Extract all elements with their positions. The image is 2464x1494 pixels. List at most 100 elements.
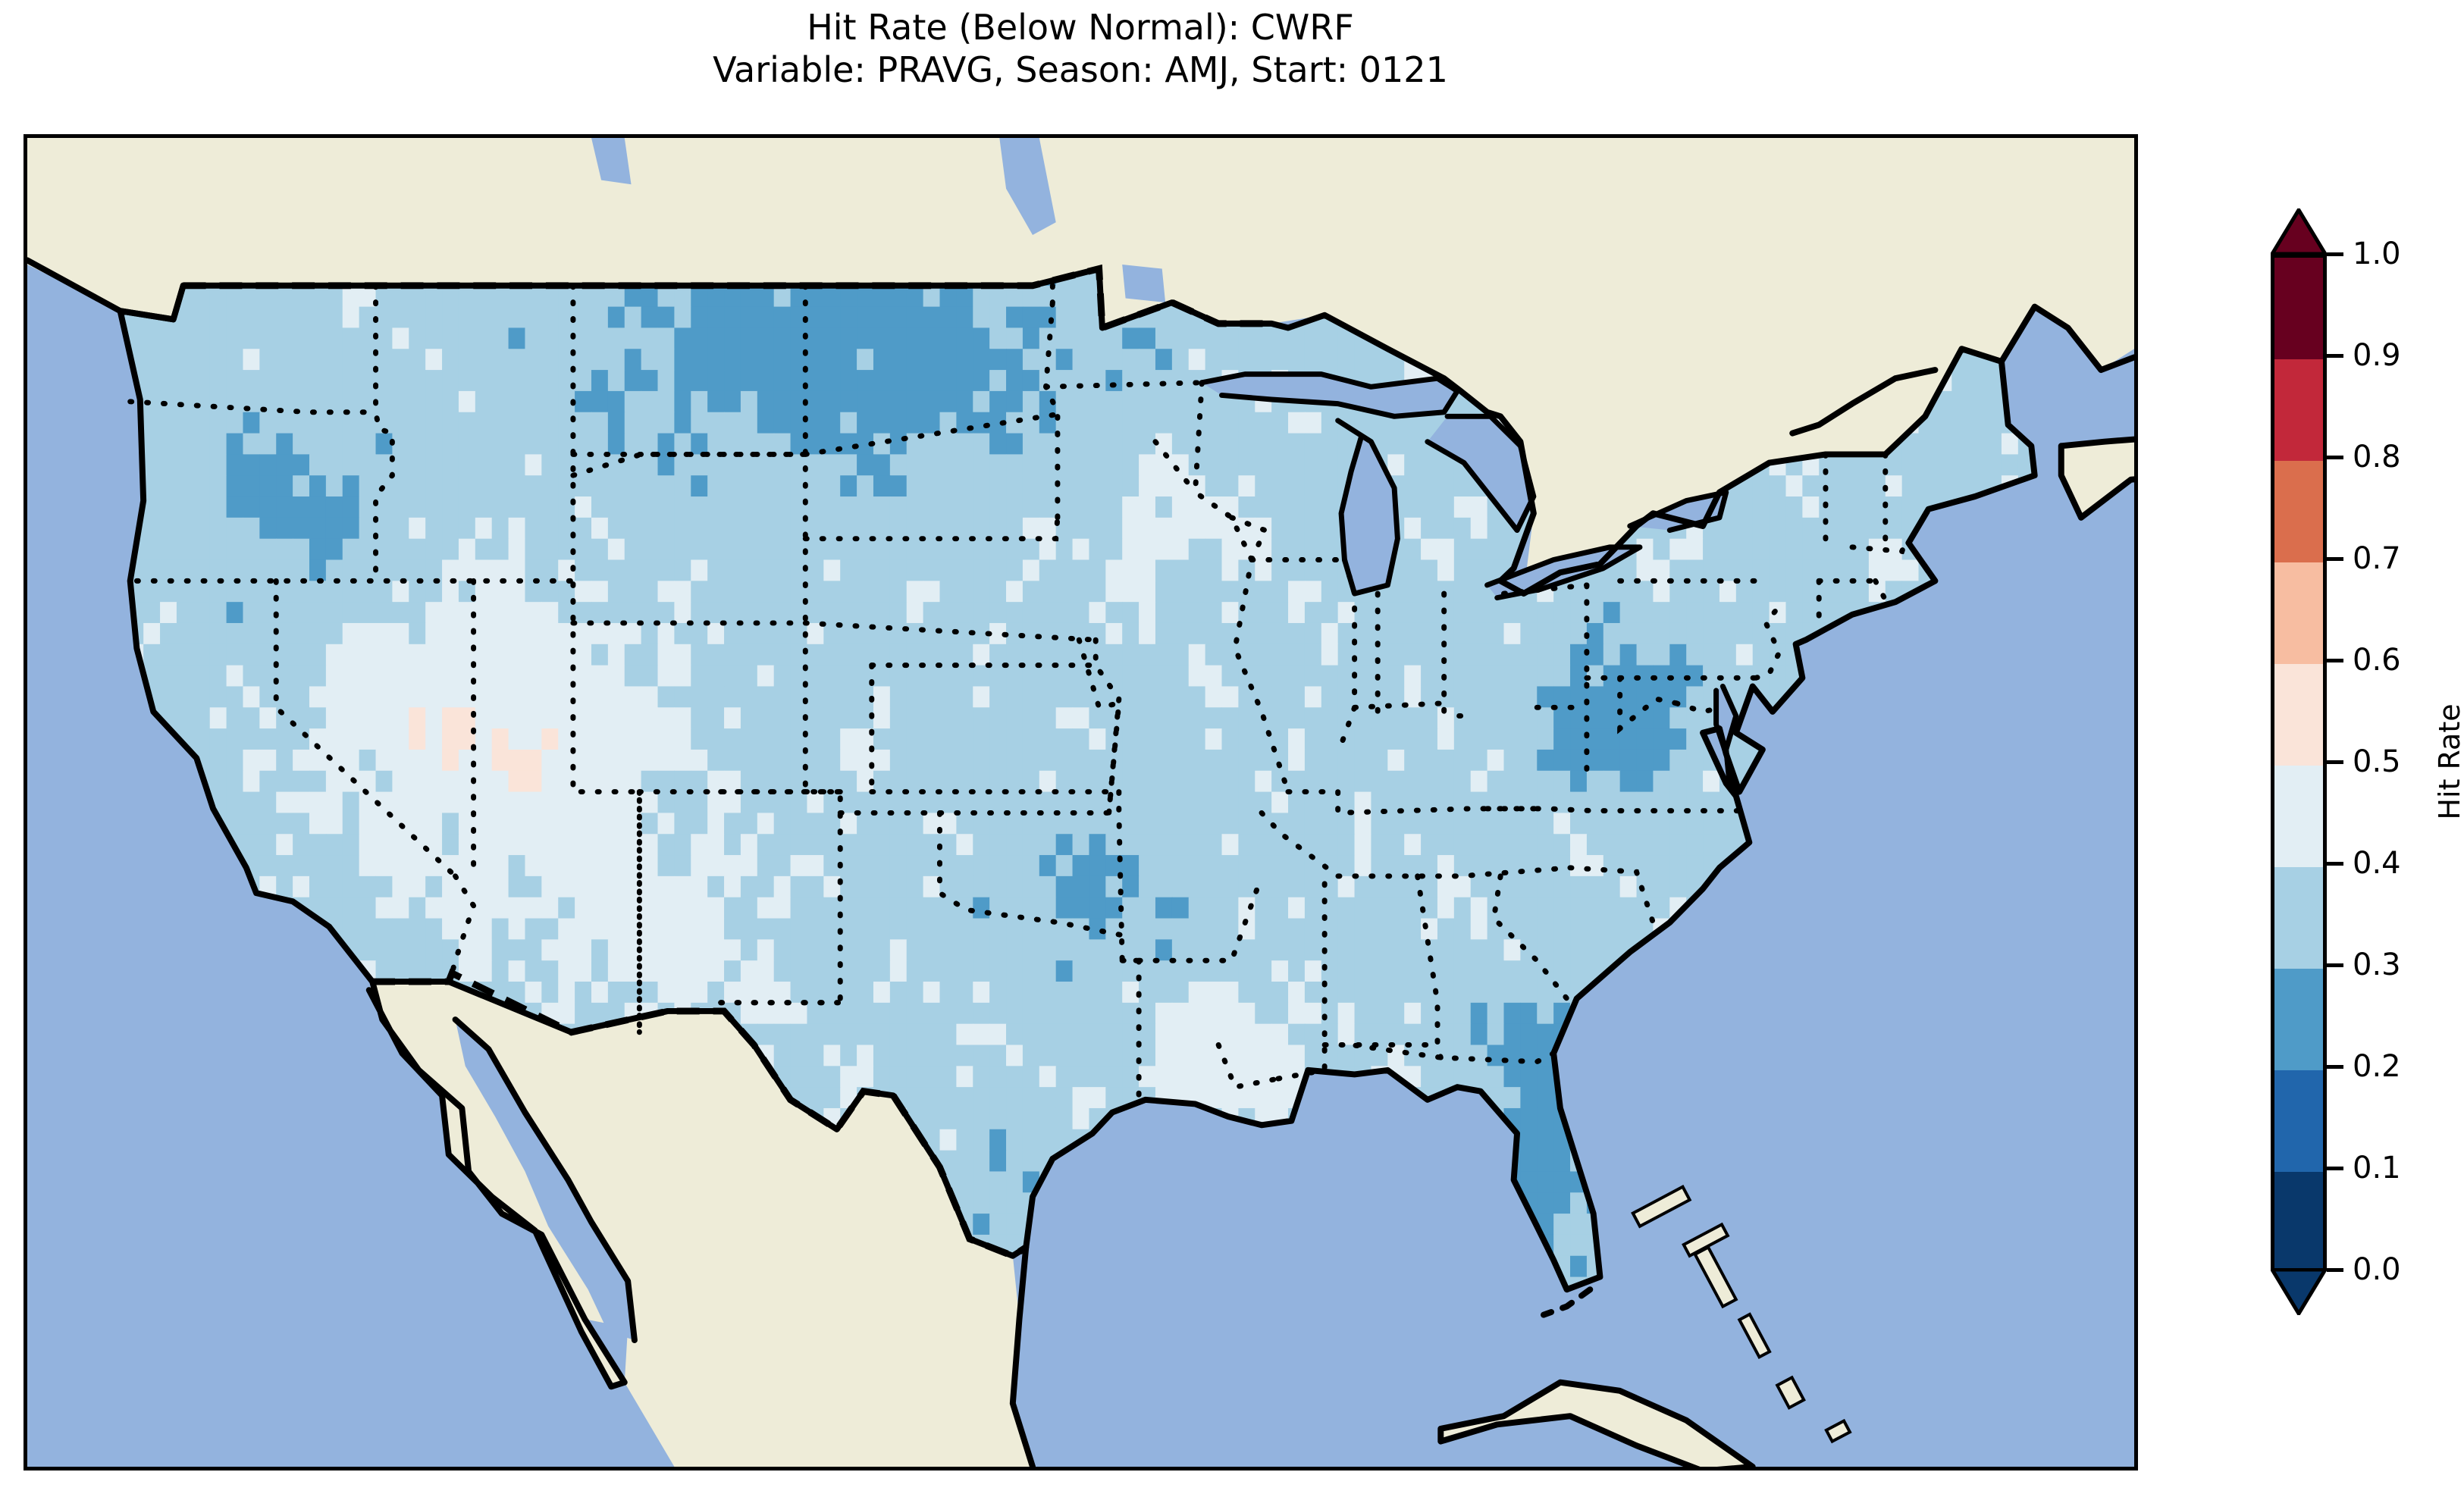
grid-cell [558,939,575,961]
grid-cell [674,517,691,540]
grid-cell [409,285,426,308]
grid-cell [1205,707,1223,729]
grid-cell [1520,875,1538,898]
grid-cell [1072,770,1090,793]
grid-cell [491,686,509,708]
grid-cell [1155,749,1173,772]
grid-cell [773,412,792,434]
grid-cell [1205,475,1223,497]
grid-cell [857,602,874,624]
grid-cell [1255,349,1272,371]
grid-cell [226,791,244,814]
grid-cell [674,454,691,476]
grid-cell [226,770,244,793]
grid-cell [1105,390,1123,413]
grid-cell [1039,581,1057,603]
grid-cell [773,517,792,540]
grid-cell [442,454,459,476]
grid-cell [1503,644,1521,666]
grid-cell [1453,897,1472,919]
grid-cell [889,390,908,413]
grid-cell [1603,665,1621,687]
grid-cell [906,813,924,835]
grid-cell [641,517,659,540]
grid-cell [889,285,908,308]
grid-cell [707,897,725,919]
grid-cell [1089,749,1106,772]
grid-cell [773,897,792,919]
grid-cell [475,349,493,371]
grid-cell [873,813,891,835]
grid-cell [1171,791,1190,814]
grid-cell [757,349,775,371]
grid-cell [491,707,509,729]
grid-cell [1520,644,1538,666]
grid-cell [1155,390,1173,413]
grid-cell [691,602,708,624]
grid-cell [1354,855,1372,877]
grid-cell [591,749,609,772]
grid-cell [1421,496,1438,518]
island-0 [1631,1185,1692,1229]
grid-cell [243,686,260,708]
grid-cell [226,349,244,371]
grid-cell [1022,770,1040,793]
grid-cell [259,285,277,308]
grid-cell [1354,349,1372,371]
grid-cell [160,686,177,708]
grid-cell [409,581,426,603]
grid-cell [840,496,857,518]
grid-cell [1553,622,1571,645]
grid-cell [1022,622,1040,645]
grid-cell [1321,454,1339,476]
grid-cell [458,285,476,308]
grid-cell [525,581,542,603]
grid-cell [740,454,758,476]
grid-cell [525,454,542,476]
grid-cell [674,897,691,919]
grid-cell [425,285,443,308]
grid-cell [691,390,708,413]
grid-cell [857,918,874,940]
grid-cell [226,538,244,561]
grid-cell [392,475,409,497]
grid-cell [1619,770,1638,793]
grid-cell [1006,665,1024,687]
grid-cell [757,306,775,329]
grid-cell [1006,644,1024,666]
grid-cell [243,728,260,750]
grid-cell [1520,834,1538,856]
grid-cell [1221,918,1239,940]
grid-cell [1055,791,1074,814]
grid-cell [707,728,725,750]
grid-cell [1337,622,1356,645]
grid-cell [956,602,973,624]
grid-cell [906,454,924,476]
grid-cell [1686,707,1704,729]
grid-cell [674,285,691,308]
grid-cell [757,602,775,624]
grid-cell [873,749,891,772]
grid-cell [1421,622,1438,645]
grid-cell [575,686,592,708]
grid-cell [989,855,1007,877]
grid-cell [1387,686,1405,708]
grid-cell [325,517,343,540]
grid-cell [1453,749,1472,772]
grid-cell [1022,644,1040,666]
grid-cell [226,665,244,687]
grid-cell [823,622,841,645]
grid-cell [392,855,409,877]
grid-cell [1404,622,1422,645]
grid-cell [309,559,327,581]
grid-cell [1055,665,1074,687]
grid-cell [293,412,310,434]
grid-cell [325,665,343,687]
grid-cell [1271,454,1289,476]
grid-cell [889,538,908,561]
grid-cell [209,622,227,645]
grid-cell [259,707,277,729]
grid-cell [575,412,592,434]
grid-cell [442,665,459,687]
grid-cell [857,897,874,919]
